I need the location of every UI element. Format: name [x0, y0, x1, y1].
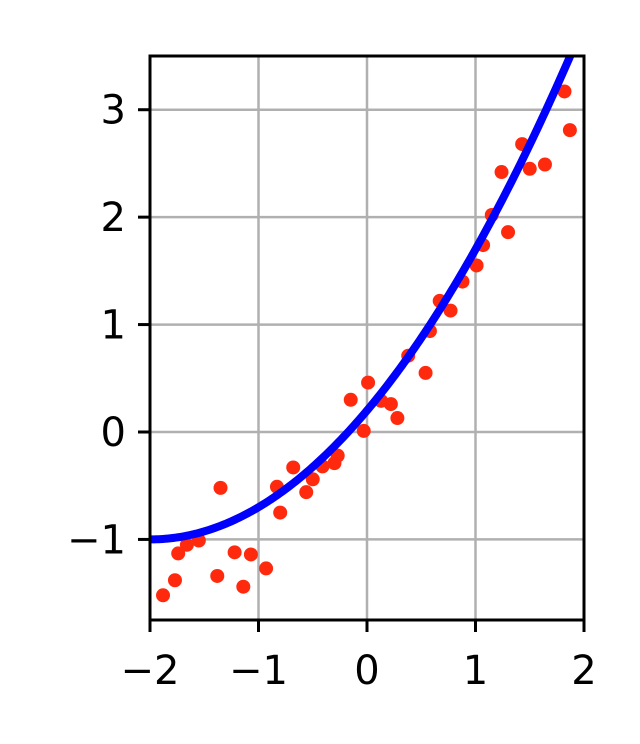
scatter-point	[356, 423, 371, 438]
scatter-point	[179, 537, 194, 552]
scatter-point	[383, 397, 398, 412]
scatter-point	[299, 485, 314, 500]
x-tick-label: −1	[229, 648, 288, 694]
scatter-point	[305, 472, 320, 487]
y-tick-label: 0	[101, 410, 126, 456]
scatter-point	[210, 568, 225, 583]
scatter-point	[522, 161, 537, 176]
x-axis: −2 −1 0 1 2	[121, 620, 597, 694]
y-tick-label: −1	[67, 517, 126, 563]
x-tick-label: 0	[354, 648, 379, 694]
y-tick-label: 1	[101, 303, 126, 349]
x-tick-label: −2	[121, 648, 180, 694]
scatter-point	[286, 460, 301, 475]
y-tick-label: 3	[101, 88, 126, 134]
fit-curve	[150, 56, 575, 544]
scatter-point	[501, 225, 516, 240]
scatter-point	[227, 545, 242, 560]
scatter-point	[361, 375, 376, 390]
scatter-point	[273, 505, 288, 520]
scatter-series	[156, 84, 577, 603]
scatter-point	[213, 480, 228, 495]
x-tick-label: 2	[571, 648, 596, 694]
scatter-point	[259, 561, 274, 576]
y-tick-label: 2	[101, 195, 126, 241]
y-axis: −1 0 1 2 3	[67, 88, 150, 563]
scatter-point	[557, 84, 572, 99]
x-tick-label: 1	[463, 648, 488, 694]
scatter-point	[418, 365, 433, 380]
scatter-point	[343, 392, 358, 407]
scatter-point	[156, 588, 171, 603]
scatter-point	[167, 573, 182, 588]
scatter-point	[243, 547, 258, 562]
scatter-point	[443, 303, 458, 318]
scatter-point	[390, 411, 405, 426]
scatter-point	[236, 579, 251, 594]
scatter-point	[494, 165, 509, 180]
scatter-point	[171, 546, 186, 561]
plot-content	[150, 56, 577, 603]
scatter-point	[537, 157, 552, 172]
scatter-point	[469, 258, 484, 273]
scatter-point	[562, 123, 577, 138]
